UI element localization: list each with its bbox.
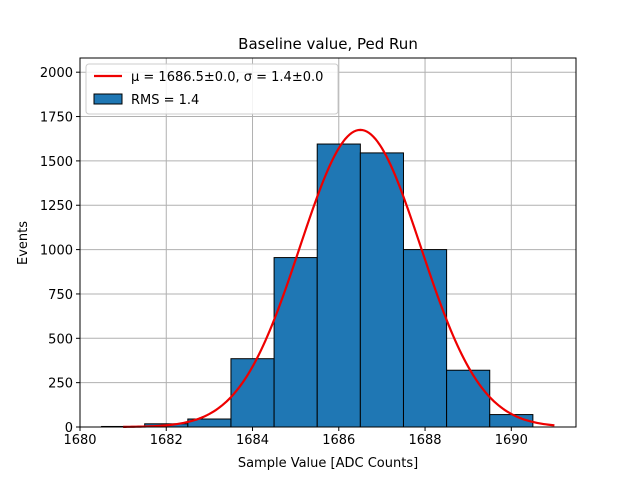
legend-box [85,63,339,115]
y-tick-label: 750 [48,288,73,303]
legend-fit-label: μ = 1686.5±0.0, σ = 1.4±0.0 [131,70,323,85]
histogram-bar [402,249,448,428]
x-tick-label: 1684 [236,433,269,448]
legend-histogram-label: RMS = 1.4 [131,93,199,108]
x-tick-label: 1680 [63,433,96,448]
histogram-bar [230,358,275,428]
chart-title: Baseline value, Ped Run [238,35,418,53]
x-axis-ticks: 1680 1682 1684 1686 1688 1690 [63,427,528,448]
histogram-bar [316,143,361,428]
x-tick-label: 1688 [408,433,441,448]
y-tick-label: 0 [65,421,73,436]
y-tick-label: 1250 [40,199,73,214]
y-tick-label: 1500 [40,155,73,170]
histogram-bars [101,143,534,428]
x-tick-label: 1690 [495,433,528,448]
x-axis-label: Sample Value [ADC Counts] [238,456,418,471]
legend-fit-sigma: σ = 1.4±0.0 [244,70,324,85]
y-tick-label: 500 [48,332,73,347]
y-tick-label: 250 [48,377,73,392]
plot-frame [79,57,577,428]
histogram-bar [446,369,491,428]
y-tick-label: 2000 [40,66,73,81]
y-axis-label: Events [16,221,31,265]
x-tick-label: 1682 [150,433,183,448]
y-tick-label: 1750 [40,111,73,126]
legend: μ = 1686.5±0.0, σ = 1.4±0.0 RMS = 1.4 [85,63,339,115]
legend-histogram-swatch [93,93,123,105]
y-tick-label: 1000 [40,244,73,259]
x-tick-label: 1686 [322,433,355,448]
histogram-bar [359,152,404,428]
legend-fit-mu: μ = 1686.5±0.0, [131,70,244,85]
histogram-bar [273,257,318,428]
gaussian-fit-curve [123,128,555,428]
y-axis-ticks: 0 250 500 750 1000 1250 1500 1750 2000 [40,66,80,436]
